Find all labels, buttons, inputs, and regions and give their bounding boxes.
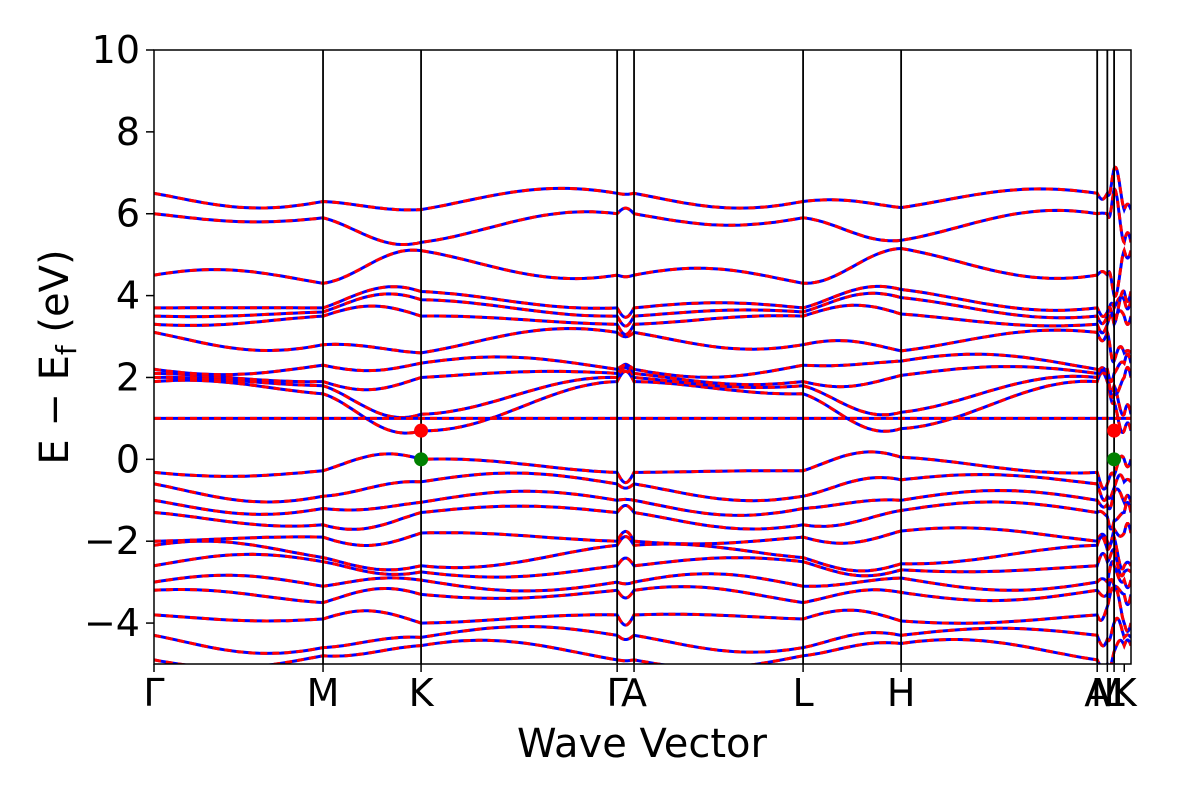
x-axis-title: Wave Vector [517, 721, 768, 767]
band-line [154, 352, 1131, 383]
y-tick-label: 10 [92, 28, 140, 72]
band-line [154, 638, 1131, 664]
band-line [154, 362, 1131, 400]
band-line [154, 500, 1131, 531]
x-tick-label: K [409, 671, 435, 715]
x-tick-label: Γ [607, 671, 628, 715]
band-line [154, 284, 1131, 329]
band-line [154, 246, 1131, 299]
x-tick-label: A [621, 671, 647, 715]
y-tick-label: 4 [116, 274, 140, 318]
band-line [154, 534, 1131, 573]
band-edge-point [1107, 452, 1122, 467]
x-tick-label: K [1112, 671, 1138, 715]
x-tick-label: L [1104, 671, 1125, 715]
high-symmetry-lines [322, 50, 1115, 664]
band-lines [154, 165, 1131, 664]
plot-frame [153, 49, 1132, 665]
y-axis-ticks: −4 −2 0 2 4 6 8 10 [84, 28, 154, 645]
band-line [154, 450, 1131, 491]
y-tick-label: −4 [84, 601, 140, 645]
band-edge-point [414, 423, 429, 438]
x-tick-label: Γ [143, 671, 164, 715]
x-tick-label: L [792, 671, 813, 715]
band-line [154, 487, 1131, 517]
band-line [154, 577, 1131, 607]
band-line [154, 369, 1131, 435]
y-axis-title-main: E − E [32, 355, 78, 465]
band-line [154, 291, 1131, 328]
y-tick-label: 0 [116, 437, 140, 481]
band-edge-point [1107, 423, 1122, 438]
y-tick-label: 6 [116, 192, 140, 236]
y-tick-label: 8 [116, 110, 140, 154]
band-line [154, 560, 1131, 593]
x-tick-label: M [1091, 671, 1124, 715]
band-line [154, 547, 1131, 579]
band-line [154, 522, 1131, 547]
band-line [154, 187, 1131, 246]
band-line [154, 165, 1131, 214]
band-line [154, 326, 1131, 364]
y-tick-label: −2 [84, 519, 140, 563]
band-line [154, 616, 1131, 655]
x-tick-label: A [1084, 671, 1110, 715]
band-line [154, 471, 1131, 504]
y-axis-title-sub: f [50, 344, 83, 355]
band-edge-points [414, 423, 1122, 467]
x-tick-label: H [887, 671, 916, 715]
y-axis-title-unit: (eV) [32, 249, 78, 345]
band-line [154, 586, 1131, 633]
band-edge-point [414, 452, 429, 467]
x-tick-label: M [307, 671, 340, 715]
y-tick-label: 2 [116, 355, 140, 399]
y-axis-title: E − Ef (eV) [32, 249, 83, 464]
